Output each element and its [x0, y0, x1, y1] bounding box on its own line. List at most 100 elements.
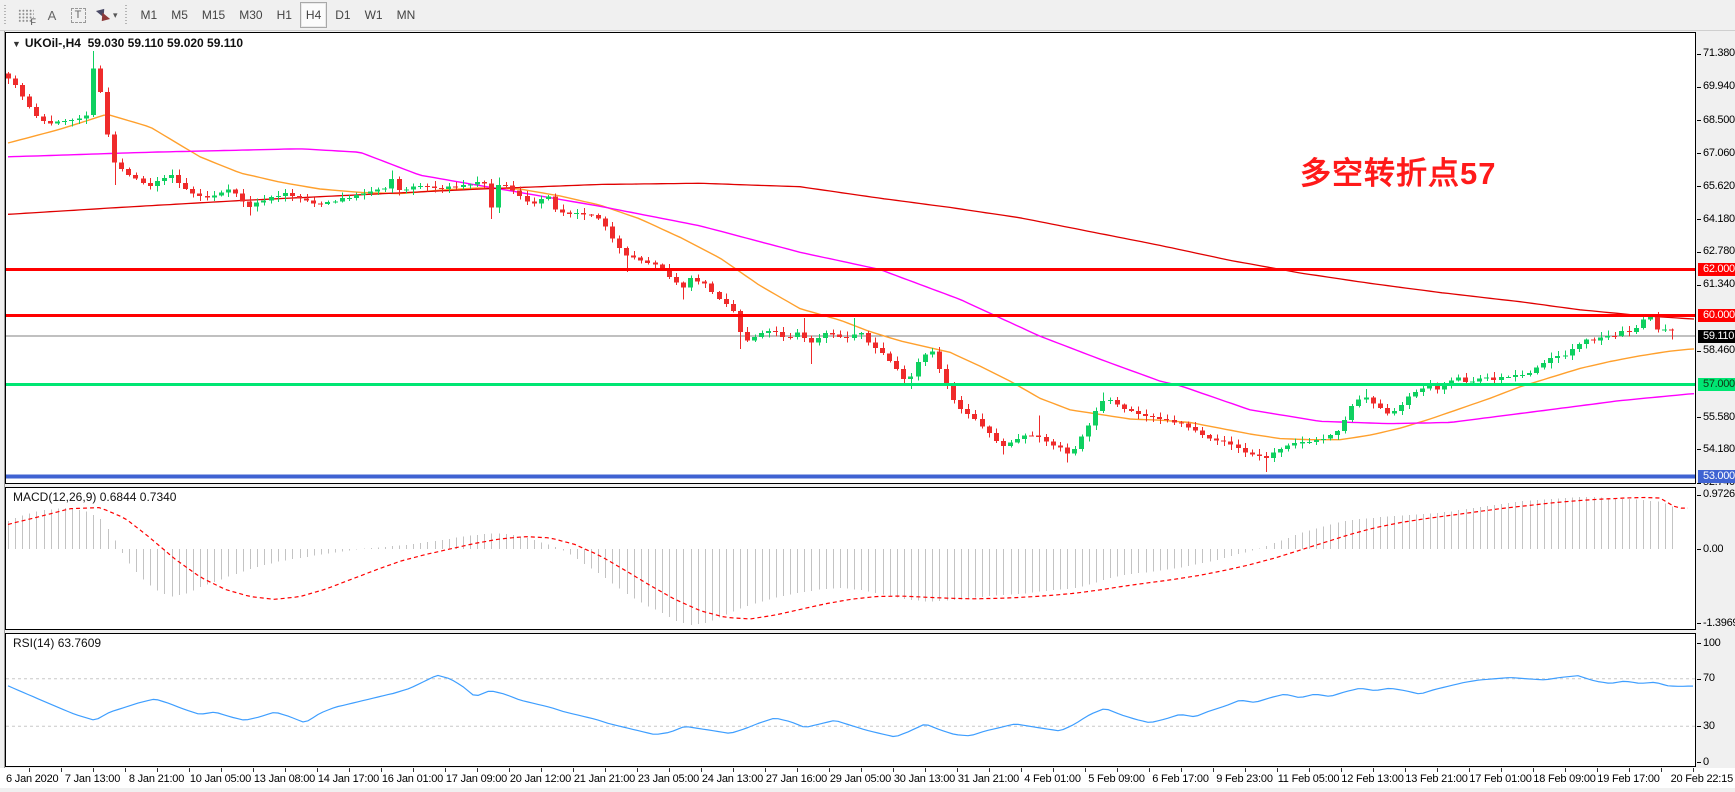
time-tick: [1373, 768, 1374, 772]
price-tick: [1697, 494, 1701, 496]
time-tick: [1341, 768, 1342, 772]
macd-chart[interactable]: [5, 487, 1696, 630]
time-tick: [381, 768, 382, 772]
price-tick: [1697, 186, 1701, 188]
symbol-dropdown-icon[interactable]: ▼: [12, 39, 21, 49]
price-tick: [1697, 251, 1701, 253]
rsi-axis-label: 70: [1703, 672, 1715, 685]
time-tick: [509, 768, 510, 772]
macd-panel[interactable]: MACD(12,26,9) 0.6844 0.7340: [5, 487, 1696, 630]
price-tick-label: 67.060: [1703, 146, 1735, 159]
time-tick: [317, 768, 318, 772]
time-label: 7 Jan 13:00: [64, 773, 121, 785]
rsi-axis-label: 100: [1703, 636, 1721, 649]
rsi-axis-label: 0: [1703, 755, 1709, 768]
time-tick: [797, 768, 798, 772]
timeframe-button-m1[interactable]: M1: [135, 2, 164, 28]
time-label: 20 Jan 12:00: [509, 773, 572, 785]
time-tick: [669, 768, 670, 772]
timeframe-button-m15[interactable]: M15: [196, 2, 231, 28]
time-tick: [221, 768, 222, 772]
time-label: 30 Jan 13:00: [893, 773, 956, 785]
toolbar-grip[interactable]: [4, 5, 8, 25]
time-tick: [477, 768, 478, 772]
time-tick: [1469, 768, 1470, 772]
time-axis[interactable]: 6 Jan 2020 7 Jan 13:00 8 Jan 21:00 10 Jan 0…: [0, 768, 1735, 792]
rsi-chart[interactable]: [5, 633, 1696, 767]
fibonacci-tool-button[interactable]: F: [13, 3, 39, 27]
rsi-axis-label: 30: [1703, 719, 1715, 732]
price-tick: [1697, 449, 1701, 451]
time-tick: [733, 768, 734, 772]
price-tick-label: 68.500: [1703, 113, 1735, 126]
time-label: 9 Feb 23:00: [1216, 773, 1273, 785]
price-tick: [1697, 726, 1701, 728]
time-tick: [29, 768, 30, 772]
timeframe-button-mn[interactable]: MN: [391, 2, 422, 28]
time-tick: [1245, 768, 1246, 772]
time-tick: [1405, 768, 1406, 772]
price-badge-57.000: 57.000: [1698, 378, 1735, 392]
time-label: 13 Feb 21:00: [1405, 773, 1468, 785]
fibonacci-icon: F: [18, 8, 36, 26]
timeframe-button-h1[interactable]: H1: [271, 2, 298, 28]
time-tick: [1693, 768, 1694, 772]
price-tick: [1697, 219, 1701, 221]
time-label: 21 Jan 21:00: [573, 773, 636, 785]
main-chart-panel[interactable]: ▼ UKOil-,H4 59.030 59.110 59.020 59.110 多…: [5, 32, 1696, 484]
time-tick: [445, 768, 446, 772]
time-tick: [861, 768, 862, 772]
price-tick-label: 58.460: [1703, 344, 1735, 357]
time-tick: [1501, 768, 1502, 772]
candlestick-chart[interactable]: [5, 32, 1696, 484]
timeframe-button-w1[interactable]: W1: [359, 2, 389, 28]
price-axis[interactable]: 71.380 69.940 68.500 67.060 65.620 64.180 62.7…: [1697, 31, 1735, 768]
chart-annotation: 多空转折点57: [1300, 156, 1497, 191]
time-label: 29 Jan 05:00: [829, 773, 892, 785]
time-label: 31 Jan 21:00: [957, 773, 1020, 785]
timeframe-button-h4[interactable]: H4: [299, 2, 328, 28]
timeframe-button-m5[interactable]: M5: [165, 2, 194, 28]
time-tick: [413, 768, 414, 772]
rsi-label: RSI(14) 63.7609: [13, 636, 102, 650]
time-tick: [1213, 768, 1214, 772]
time-tick: [125, 768, 126, 772]
time-label: 27 Jan 16:00: [765, 773, 828, 785]
price-tick-label: 71.380: [1703, 47, 1735, 60]
text-label-tool-button[interactable]: T: [65, 3, 91, 27]
price-tick: [1697, 153, 1701, 155]
price-tick-label: 54.180: [1703, 442, 1735, 455]
timeframe-button-m30[interactable]: M30: [233, 2, 268, 28]
rsi-panel[interactable]: RSI(14) 63.7609: [5, 633, 1696, 767]
price-tick: [1697, 417, 1701, 419]
chart-title[interactable]: ▼ UKOil-,H4 59.030 59.110 59.020 59.110: [12, 36, 243, 50]
price-tick-label: 61.340: [1703, 278, 1735, 291]
time-tick: [1629, 768, 1630, 772]
toolbar-grip-2[interactable]: [124, 5, 129, 25]
arrows-tool-button[interactable]: ▾: [91, 3, 123, 27]
macd-axis-label: -1.3969: [1703, 616, 1735, 629]
dropdown-caret-icon: ▾: [113, 9, 118, 20]
price-badge-60.000: 60.000: [1698, 309, 1735, 323]
time-label: 14 Jan 17:00: [317, 773, 380, 785]
time-tick: [765, 768, 766, 772]
window-left-edge: [0, 31, 5, 792]
text-tool-button[interactable]: A: [39, 3, 65, 27]
price-badge-62.000: 62.000: [1698, 263, 1735, 277]
timeframe-button-d1[interactable]: D1: [329, 2, 356, 28]
symbol-period-label: UKOil-,H4: [24, 36, 81, 50]
text-icon: A: [47, 7, 57, 23]
price-tick: [1697, 350, 1701, 352]
time-tick: [1597, 768, 1598, 772]
time-tick: [701, 768, 702, 772]
time-tick: [893, 768, 894, 772]
time-tick: [1277, 768, 1278, 772]
time-tick: [541, 768, 542, 772]
time-tick: [1181, 768, 1182, 772]
price-tick-label: 55.580: [1703, 410, 1735, 423]
time-label: 11 Feb 05:00: [1277, 773, 1340, 785]
time-tick: [1021, 768, 1022, 772]
time-label: 20 Feb 22:15: [1670, 773, 1734, 785]
price-tick-label: 69.940: [1703, 80, 1735, 93]
